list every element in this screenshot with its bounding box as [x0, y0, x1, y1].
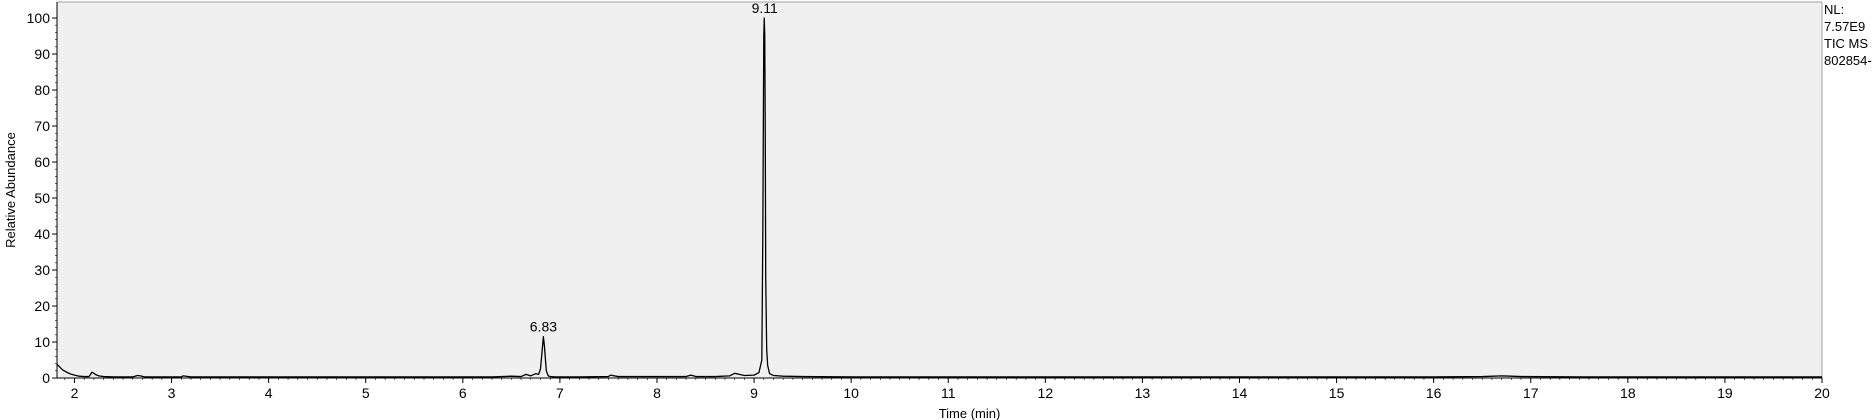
- x-axis-title: Time (min): [939, 406, 1001, 420]
- x-tick-label: 13: [1135, 385, 1151, 401]
- y-tick-label: 80: [34, 82, 50, 98]
- x-tick-label: 19: [1717, 385, 1733, 401]
- y-tick-label: 40: [34, 226, 50, 242]
- x-tick-label: 12: [1038, 385, 1054, 401]
- y-axis-title: Relative Abundance: [3, 132, 18, 248]
- y-tick-label: 50: [34, 190, 50, 206]
- y-tick-label: 30: [34, 262, 50, 278]
- x-tick-label: 10: [843, 385, 859, 401]
- nl-value: 7.57E9: [1824, 19, 1866, 34]
- trace-layer: [56, 17, 1822, 378]
- file-name: 802854-: [1824, 53, 1872, 68]
- x-tick-label: 14: [1232, 385, 1248, 401]
- peak-label: 6.83: [530, 319, 557, 335]
- scan-info-panel: NL: 7.57E9 TIC MS 802854-: [1824, 1, 1874, 69]
- x-tick-label: 11: [941, 385, 956, 401]
- x-tick-label: 15: [1329, 385, 1345, 401]
- x-tick-label: 8: [653, 385, 661, 401]
- x-tick-label: 16: [1426, 385, 1442, 401]
- x-tick-label: 6: [459, 385, 467, 401]
- y-tick-label: 0: [42, 370, 50, 386]
- x-tick-label: 5: [362, 385, 370, 401]
- y-tick-label: 70: [34, 118, 50, 134]
- x-ticks: 2 3 4 5 6 7 8 9 10 11 12 13 14 15 16 17 18 19 20: [64, 378, 1830, 401]
- x-tick-label: 4: [265, 385, 273, 401]
- y-tick-label: 10: [34, 334, 50, 350]
- nl-label: NL:: [1824, 2, 1845, 17]
- scan-filter: TIC MS: [1824, 36, 1869, 51]
- x-tick-label: 17: [1523, 385, 1539, 401]
- y-tick-label: 60: [34, 154, 50, 170]
- x-tick-label: 2: [71, 385, 79, 401]
- x-tick-label: 7: [556, 385, 564, 401]
- y-tick-label: 90: [34, 46, 50, 62]
- x-tick-label: 9: [750, 385, 758, 401]
- y-ticks: 0 10 20 30 40 50 60 70 80 90 100: [27, 10, 57, 386]
- tic-trace: [56, 17, 1822, 378]
- x-tick-label: 20: [1814, 385, 1830, 401]
- x-tick-label: 3: [168, 385, 176, 401]
- peak-label: 9.11: [752, 0, 778, 16]
- y-tick-label: 20: [34, 298, 50, 314]
- peak-labels: 6.83 9.11: [530, 0, 778, 335]
- y-tick-label: 100: [27, 10, 51, 26]
- plot-area: [56, 1, 1823, 379]
- x-tick-label: 18: [1620, 385, 1636, 401]
